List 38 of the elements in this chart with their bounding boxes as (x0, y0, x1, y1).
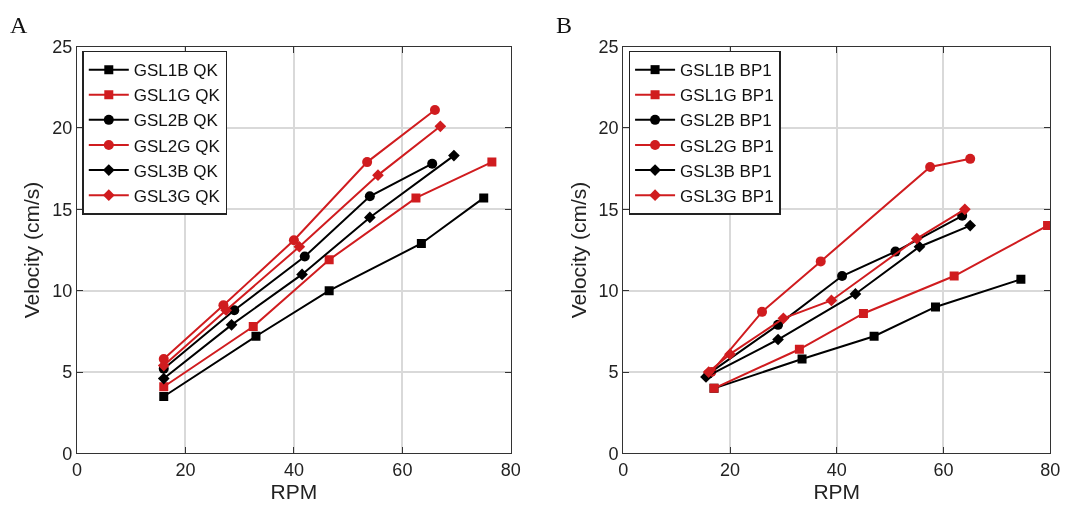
x-tick-label: 20 (175, 460, 196, 481)
legend-label: GSL2G QK (133, 136, 221, 156)
legend-label: GSL2B QK (133, 111, 219, 131)
x-tick-label: 60 (392, 460, 413, 481)
y-tick-label: 25 (598, 36, 619, 57)
y-tick-label: 25 (52, 36, 73, 57)
y-tick-label: 15 (52, 199, 73, 220)
legend-label: GSL1B BP1 (680, 61, 772, 81)
x-tick-label: 60 (933, 460, 954, 481)
text: B (556, 12, 573, 38)
x-tick-label: 20 (719, 460, 741, 481)
x-axis-title: RPM (270, 480, 318, 504)
y-tick-label: 20 (598, 118, 619, 139)
x-tick-label: 40 (283, 460, 304, 481)
legend-label: GSL1G QK (133, 86, 221, 106)
y-tick-label: 15 (598, 199, 619, 220)
x-tick-label: 80 (500, 460, 521, 481)
y-tick-label: 10 (52, 280, 73, 301)
y-tick-label: 10 (598, 280, 619, 301)
y-tick-label: 5 (608, 362, 619, 383)
y-axis-title: Velocity (cm/s) (566, 181, 590, 319)
legend-label: GSL3G QK (133, 186, 221, 206)
legend-label: GSL3B BP1 (680, 161, 772, 181)
legend-label: GSL3G BP1 (680, 186, 774, 206)
legend-label: GSL1G BP1 (680, 86, 774, 106)
y-tick-label: 20 (52, 118, 73, 139)
y-tick-label: 0 (608, 443, 619, 464)
x-tick-label: 80 (1040, 460, 1061, 481)
legend-label: GSL1B QK (133, 61, 219, 81)
y-axis-title: Velocity (cm/s) (20, 181, 44, 319)
y-tick-label: 5 (62, 362, 73, 383)
legend-label: GSL2G BP1 (680, 136, 774, 156)
legend-label: GSL3B QK (133, 161, 219, 181)
x-axis-title: RPM (813, 480, 861, 504)
text: A (10, 12, 28, 38)
legend-label: GSL2B BP1 (680, 111, 772, 131)
x-tick-label: 40 (826, 460, 847, 481)
y-tick-label: 0 (62, 443, 73, 464)
